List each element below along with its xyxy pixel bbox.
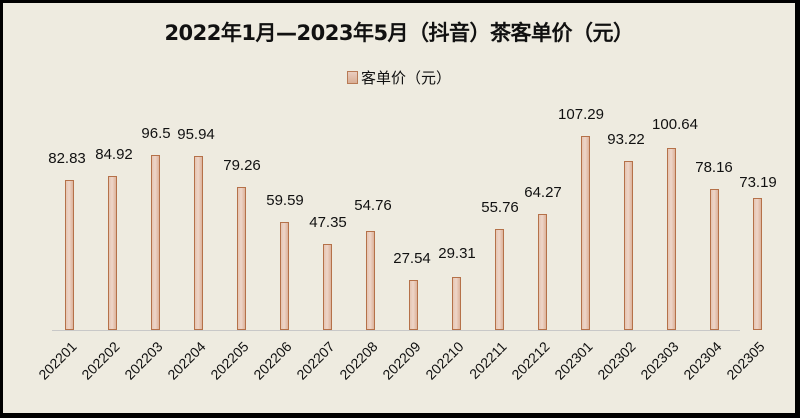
bar-202208 — [366, 231, 375, 330]
bar-202201 — [65, 180, 74, 330]
bar-202304 — [710, 189, 719, 330]
bar-202305 — [753, 198, 762, 330]
value-label: 73.19 — [739, 174, 777, 191]
bar-202206 — [280, 222, 289, 330]
legend-label: 客单价（元） — [360, 69, 451, 87]
value-label: 54.76 — [354, 197, 392, 214]
bar-202210 — [452, 277, 461, 330]
chart-title: 2022年1月—2023年5月（抖音）茶客单价（元） — [164, 21, 634, 45]
bar-202302 — [624, 161, 633, 330]
plot-area: 82.83 202201 84.92 202202 96.5 202203 95.94 202… — [3, 3, 795, 413]
bar-202212 — [538, 214, 547, 330]
value-label: 95.94 — [177, 126, 215, 143]
value-label: 82.83 — [48, 150, 86, 167]
value-label: 27.54 — [393, 250, 431, 267]
value-label: 29.31 — [438, 245, 476, 262]
value-label: 59.59 — [266, 192, 304, 209]
chart-frame: 2022年1月—2023年5月（抖音）茶客单价（元） 客单价（元） 82.83 2… — [3, 3, 795, 413]
value-label: 107.29 — [558, 106, 604, 123]
value-label: 64.27 — [524, 184, 562, 201]
bar-202204 — [194, 156, 203, 330]
bar-202205 — [237, 187, 246, 330]
value-label: 84.92 — [95, 146, 133, 163]
value-label: 79.26 — [223, 157, 261, 174]
legend-swatch — [346, 71, 358, 84]
value-label: 55.76 — [481, 199, 519, 216]
bar-202211 — [495, 229, 504, 330]
value-label: 93.22 — [607, 131, 645, 148]
bar-202207 — [323, 244, 332, 330]
bar-202301 — [581, 136, 590, 330]
x-axis-line — [52, 330, 740, 331]
bar-202203 — [151, 155, 160, 330]
bar-202209 — [409, 280, 418, 330]
bar-202303 — [667, 148, 676, 330]
bar-202202 — [108, 176, 117, 330]
value-label: 96.5 — [141, 125, 171, 142]
value-label: 78.16 — [695, 159, 733, 176]
value-label: 47.35 — [309, 214, 347, 231]
legend: 客单价（元） — [3, 67, 795, 88]
value-label: 100.64 — [652, 116, 698, 133]
